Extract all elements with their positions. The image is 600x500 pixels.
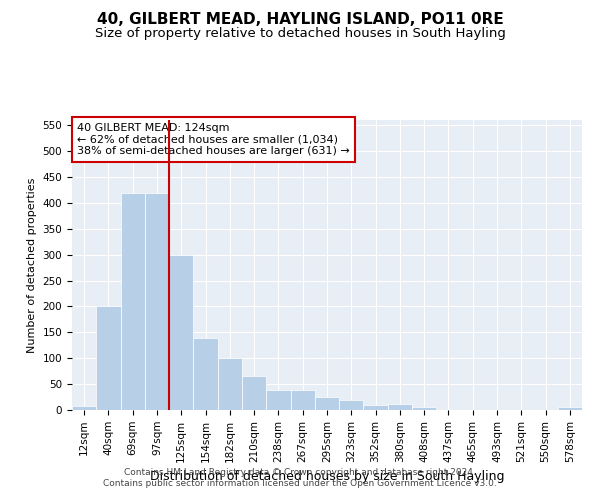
Bar	[339, 400, 364, 410]
Bar	[412, 408, 436, 410]
Bar	[388, 404, 412, 410]
Bar	[290, 390, 315, 410]
Text: 40 GILBERT MEAD: 124sqm
← 62% of detached houses are smaller (1,034)
38% of semi: 40 GILBERT MEAD: 124sqm ← 62% of detache…	[77, 123, 350, 156]
Bar	[364, 405, 388, 410]
Bar	[242, 376, 266, 410]
Bar	[218, 358, 242, 410]
Bar	[145, 192, 169, 410]
Bar	[558, 408, 582, 410]
Bar	[193, 338, 218, 410]
Y-axis label: Number of detached properties: Number of detached properties	[27, 178, 37, 352]
Bar	[96, 306, 121, 410]
X-axis label: Distribution of detached houses by size in South Hayling: Distribution of detached houses by size …	[150, 470, 504, 483]
Text: Size of property relative to detached houses in South Hayling: Size of property relative to detached ho…	[95, 28, 505, 40]
Text: 40, GILBERT MEAD, HAYLING ISLAND, PO11 0RE: 40, GILBERT MEAD, HAYLING ISLAND, PO11 0…	[97, 12, 503, 28]
Bar	[121, 192, 145, 410]
Text: Contains HM Land Registry data © Crown copyright and database right 2024.
Contai: Contains HM Land Registry data © Crown c…	[103, 468, 497, 487]
Bar	[72, 406, 96, 410]
Bar	[266, 390, 290, 410]
Bar	[315, 397, 339, 410]
Bar	[169, 254, 193, 410]
